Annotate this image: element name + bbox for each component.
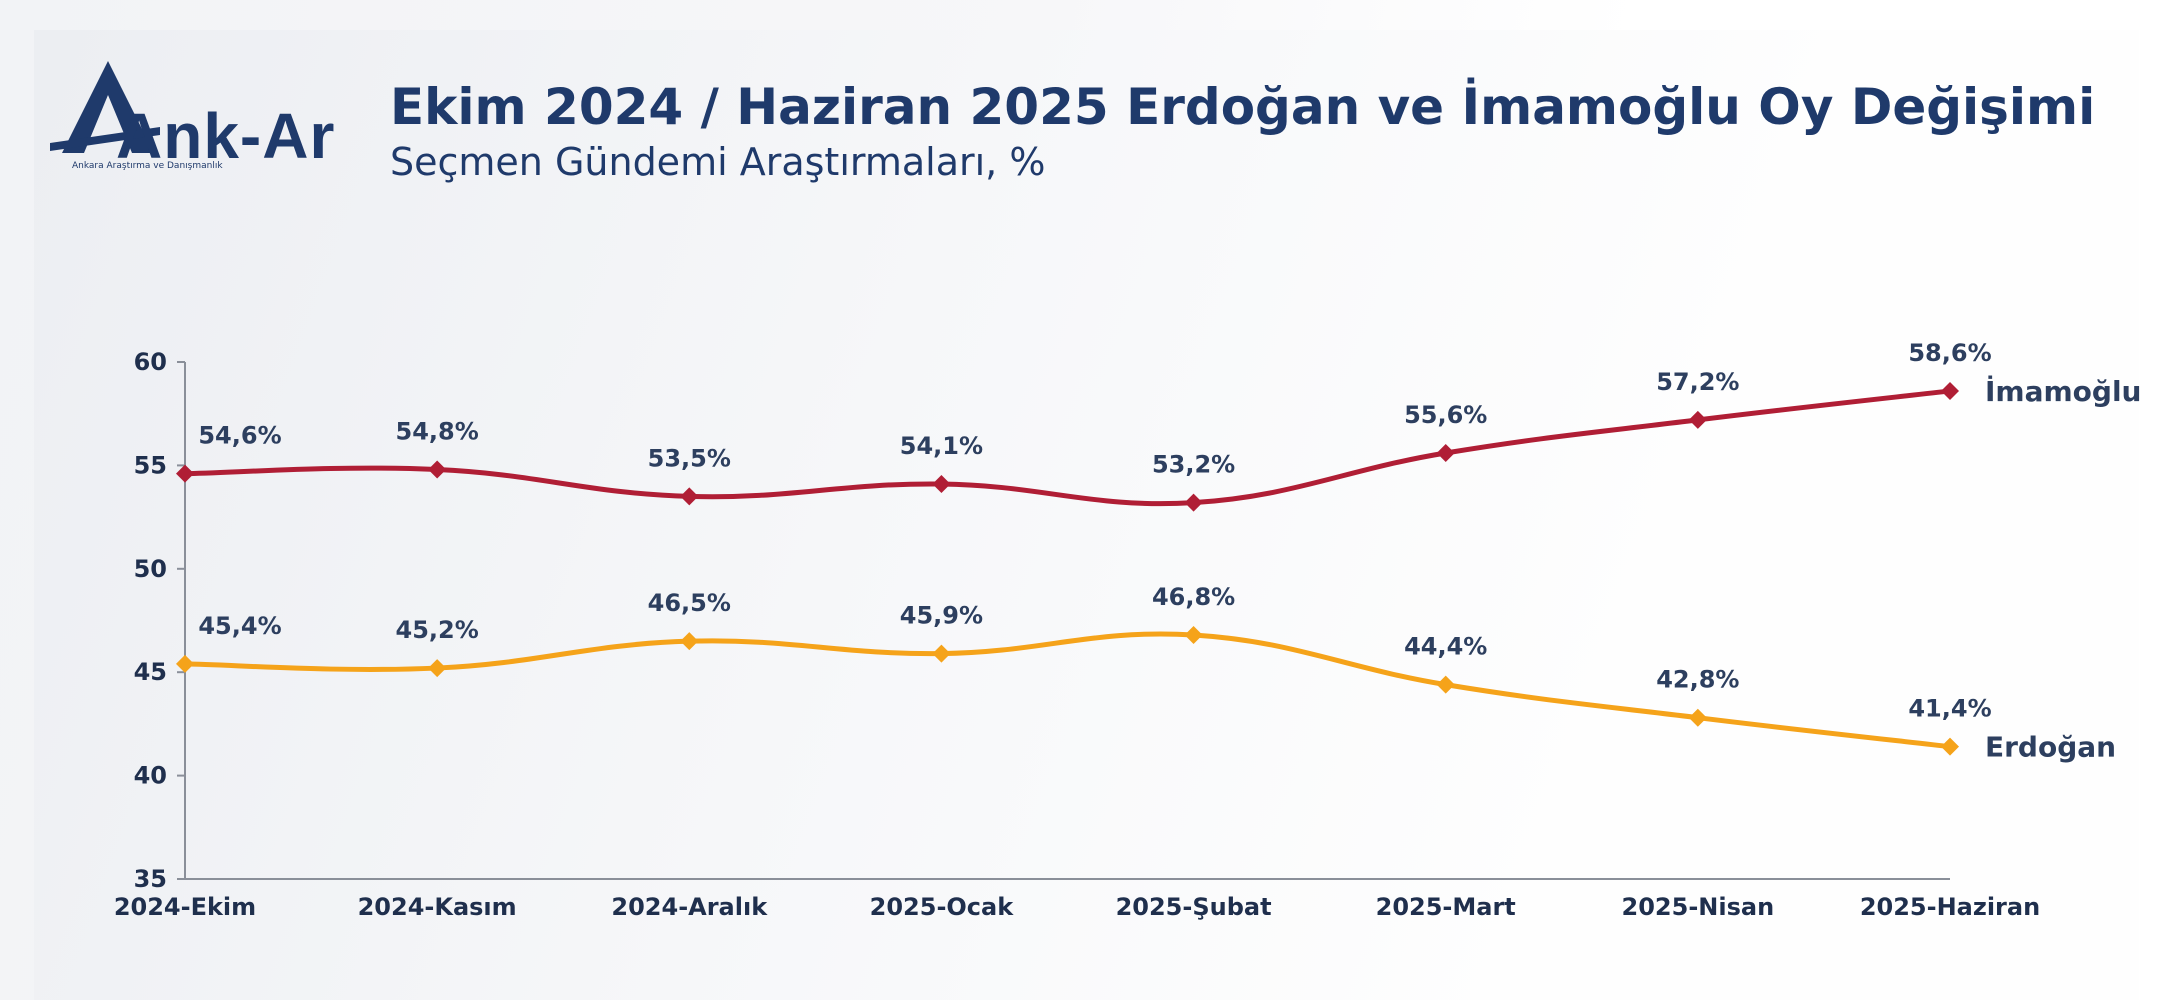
y-tick-label: 40 <box>134 762 167 790</box>
imamoglu-data-label: 58,6% <box>1908 339 1991 367</box>
imamoglu-marker <box>1184 493 1203 512</box>
logo-triangle-icon <box>50 61 160 153</box>
y-tick-label: 45 <box>134 658 167 686</box>
x-tick-label: 2024-Aralık <box>611 893 768 921</box>
erdogan-marker <box>680 632 699 651</box>
x-tick-label: 2025-Nisan <box>1622 893 1775 921</box>
chart-subtitle: Seçmen Gündemi Araştırmaları, % <box>390 140 1046 184</box>
imamoglu-marker <box>428 460 447 479</box>
y-tick-label: 35 <box>134 865 167 893</box>
imamoglu-marker <box>1941 381 1959 400</box>
erdogan-marker <box>1941 737 1959 756</box>
erdogan-marker <box>1688 708 1707 727</box>
erdogan-data-label: 41,4% <box>1908 695 1991 723</box>
y-tick-label: 55 <box>134 451 167 479</box>
logo-subtext: Ankara Araştırma ve Danışmanlık <box>72 161 223 171</box>
erdogan-marker <box>176 654 194 673</box>
erdogan-data-label: 44,4% <box>1404 633 1487 661</box>
imamoglu-marker <box>176 464 194 483</box>
imamoglu-data-label: 55,6% <box>1404 401 1487 429</box>
erdogan-marker <box>1436 675 1455 694</box>
background-panel <box>34 30 2139 1000</box>
imamoglu-marker <box>1436 443 1455 462</box>
erdogan-data-label: 45,2% <box>396 616 479 644</box>
x-tick-label: 2024-Ekim <box>114 893 256 921</box>
ankar-logo: Ank-Ar Ankara Araştırma ve Danışmanlık <box>50 55 350 185</box>
erdogan-data-label: 45,9% <box>900 602 983 630</box>
chart-labels: 54,6% 54,8% 53,5% 54,1% 53,2% 55,6% 57,2% 58,6%… <box>198 339 2141 764</box>
x-tick-label: 2025-Ocak <box>870 893 1015 921</box>
chart-series <box>176 381 1959 756</box>
imamoglu-data-label: 54,6% <box>198 422 281 450</box>
erdogan-data-label: 46,5% <box>648 589 731 617</box>
erdogan-marker <box>428 659 447 678</box>
chart-title: Ekim 2024 / Haziran 2025 Erdoğan ve İmam… <box>390 78 2096 136</box>
erdogan-marker <box>932 644 951 663</box>
imamoglu-series-label: İmamoğlu <box>1985 374 2141 408</box>
imamoglu-data-label: 54,1% <box>900 432 983 460</box>
imamoglu-data-label: 53,2% <box>1152 451 1235 479</box>
erdogan-data-label: 46,8% <box>1152 583 1235 611</box>
imamoglu-marker <box>1688 410 1707 429</box>
y-tick-label: 60 <box>134 348 167 376</box>
x-tick-label: 2025-Şubat <box>1116 893 1272 921</box>
imamoglu-data-label: 54,8% <box>396 418 479 446</box>
erdogan-data-label: 42,8% <box>1656 666 1739 694</box>
imamoglu-data-label: 57,2% <box>1656 368 1739 396</box>
imamoglu-marker <box>680 487 699 506</box>
imamoglu-line <box>182 388 1953 507</box>
x-tick-label: 2025-Haziran <box>1860 893 2040 921</box>
chart-axes: 35 40 45 50 55 60 2024-Ekim 2024-Kasım 2024-Aral… <box>114 348 2040 921</box>
erdogan-marker <box>1184 625 1203 644</box>
x-tick-label: 2025-Mart <box>1376 893 1516 921</box>
x-tick-label: 2024-Kasım <box>358 893 517 921</box>
erdogan-line <box>182 631 1953 750</box>
imamoglu-data-label: 53,5% <box>648 444 731 472</box>
y-tick-label: 50 <box>134 555 167 583</box>
erdogan-data-label: 45,4% <box>198 612 281 640</box>
erdogan-series-label: Erdoğan <box>1985 731 2116 764</box>
logo-wordmark: Ank-Ar <box>116 100 336 172</box>
imamoglu-marker <box>932 475 951 494</box>
